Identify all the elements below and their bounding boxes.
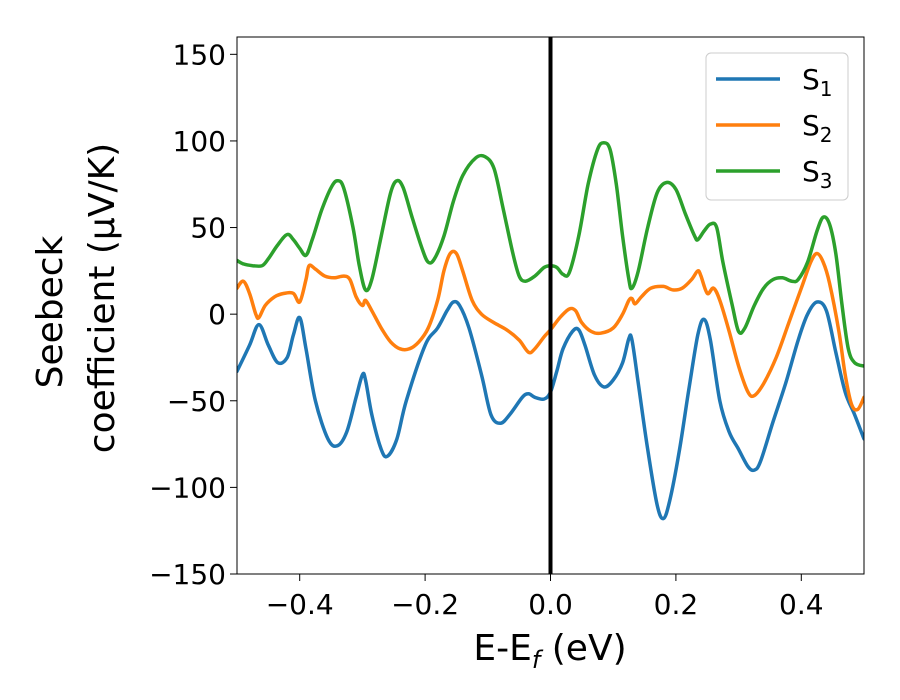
x-tick-label: 0.4 — [779, 588, 824, 621]
y-tick-label: 100 — [173, 125, 226, 158]
x-tick-label: 0.2 — [654, 588, 699, 621]
y-axis-label-line1: Seebeck — [30, 235, 71, 388]
y-axis-label-line2: coefficient (μV/K) — [82, 143, 123, 453]
y-tick-label: −100 — [149, 471, 226, 504]
legend-label-main: S — [802, 155, 820, 188]
legend-label-sub: 2 — [820, 123, 833, 147]
x-tick-label: −0.4 — [266, 588, 334, 621]
x-tick-label: 0.0 — [528, 588, 573, 621]
legend-label-1: S1 — [802, 63, 833, 101]
x-axis-label-main: E-E — [473, 628, 531, 669]
y-axis-ticks: −150 −100 −50 0 50 100 150 — [149, 38, 237, 591]
y-tick-label: −150 — [149, 558, 226, 591]
x-tick-label: −0.2 — [391, 588, 459, 621]
legend-label-3: S3 — [802, 155, 833, 193]
legend-label-sub: 3 — [820, 169, 833, 193]
y-tick-label: −50 — [167, 385, 226, 418]
legend-label-2: S2 — [802, 109, 833, 147]
legend-label-sub: 1 — [820, 77, 833, 101]
series-line-1 — [237, 299, 864, 521]
y-tick-label: 150 — [173, 38, 226, 71]
series-line-3 — [237, 140, 864, 368]
x-axis-ticks: −0.4 −0.2 0.0 0.2 0.4 — [266, 574, 824, 621]
x-axis-label: E-Ef (eV) — [473, 628, 626, 674]
y-tick-label: 50 — [190, 212, 226, 245]
series-layer — [237, 140, 864, 521]
legend-label-main: S — [802, 63, 820, 96]
legend-label-main: S — [802, 109, 820, 142]
series-line-2 — [237, 249, 864, 412]
y-tick-label: 0 — [208, 298, 226, 331]
x-axis-label-tail: (eV) — [540, 628, 626, 669]
